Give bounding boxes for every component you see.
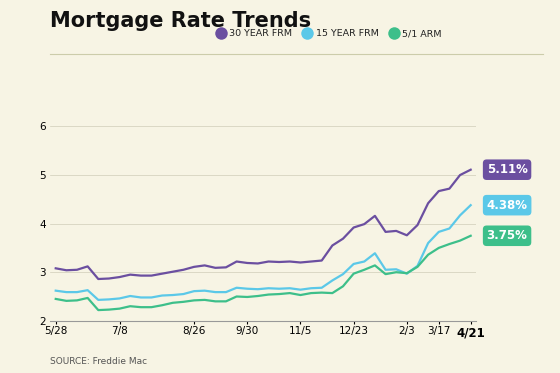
- Text: Mortgage Rate Trends: Mortgage Rate Trends: [50, 11, 311, 31]
- Legend: 30 YEAR FRM, 15 YEAR FRM, 5/1 ARM: 30 YEAR FRM, 15 YEAR FRM, 5/1 ARM: [217, 29, 442, 38]
- Text: 5.11%: 5.11%: [487, 163, 528, 176]
- Text: 4.38%: 4.38%: [487, 199, 528, 211]
- Text: 3.75%: 3.75%: [487, 229, 528, 242]
- Text: SOURCE: Freddie Mac: SOURCE: Freddie Mac: [50, 357, 147, 366]
